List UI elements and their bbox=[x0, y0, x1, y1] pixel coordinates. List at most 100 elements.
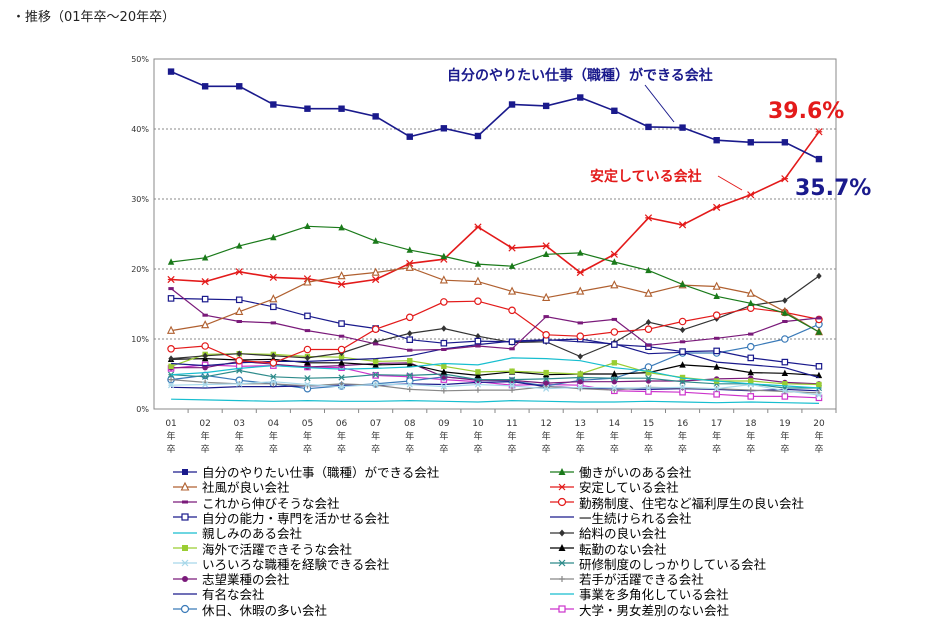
data-point bbox=[202, 381, 209, 388]
data-point bbox=[338, 334, 345, 338]
x-tick-label: 01 年卒 bbox=[165, 419, 176, 455]
data-point bbox=[235, 356, 244, 365]
x-tick-label: 17 年卒 bbox=[711, 419, 722, 455]
data-point bbox=[507, 286, 517, 295]
data-point bbox=[270, 233, 277, 241]
series-line bbox=[170, 288, 820, 351]
data-point bbox=[406, 133, 413, 140]
data-point bbox=[577, 384, 584, 391]
series-line bbox=[171, 381, 820, 396]
data-point bbox=[269, 273, 277, 282]
data-point bbox=[577, 379, 583, 385]
data-point bbox=[372, 342, 379, 346]
legend-marker bbox=[557, 497, 567, 507]
legend-marker bbox=[181, 513, 189, 521]
data-point bbox=[304, 354, 311, 362]
legend-label: 研修制度のしっかりしている会社 bbox=[579, 556, 767, 572]
legend-swatch bbox=[550, 559, 574, 567]
data-point bbox=[713, 336, 720, 340]
data-point bbox=[168, 363, 174, 369]
legend-marker bbox=[558, 559, 566, 567]
data-point bbox=[166, 325, 176, 334]
data-point bbox=[405, 313, 414, 322]
x-tick-label: 07 年卒 bbox=[370, 419, 381, 455]
data-point bbox=[405, 262, 414, 271]
x-tick-label: 13 年卒 bbox=[575, 419, 586, 455]
series-line bbox=[171, 297, 820, 367]
legend-item: いろいろな職種を経験できる会社 bbox=[172, 556, 389, 572]
legend-marker bbox=[182, 545, 188, 551]
data-point bbox=[508, 338, 516, 346]
legend-item: 転勤のない会社 bbox=[549, 541, 667, 557]
series-line bbox=[171, 357, 820, 377]
legend-swatch bbox=[550, 575, 574, 582]
legend-label: 社風が良い会社 bbox=[202, 480, 290, 496]
data-point bbox=[678, 221, 687, 229]
data-point bbox=[167, 295, 175, 302]
annotation-label: 安定している会社 bbox=[590, 168, 702, 185]
data-point bbox=[508, 244, 516, 252]
data-point bbox=[338, 359, 345, 366]
data-point bbox=[576, 268, 584, 277]
data-point bbox=[167, 344, 175, 353]
data-point bbox=[713, 137, 720, 144]
legend-marker bbox=[182, 500, 188, 504]
series-line bbox=[171, 275, 820, 360]
data-point bbox=[577, 371, 583, 377]
legend-swatch bbox=[550, 544, 574, 551]
data-point bbox=[678, 317, 687, 326]
legend-label: 大学・男女差別のない会社 bbox=[579, 602, 730, 618]
page-title: ・推移（01年卒〜20年卒） bbox=[12, 10, 176, 25]
legend-swatch bbox=[173, 532, 197, 534]
series-line bbox=[171, 369, 819, 389]
data-point bbox=[439, 275, 448, 284]
legend-item: 若手が活躍できる会社 bbox=[549, 571, 704, 587]
data-point bbox=[474, 223, 482, 231]
legend-marker bbox=[558, 483, 566, 491]
series-line bbox=[171, 266, 820, 333]
data-point bbox=[508, 262, 516, 269]
data-point bbox=[338, 374, 345, 381]
data-point bbox=[543, 369, 549, 376]
legend-swatch bbox=[173, 513, 197, 521]
data-point bbox=[508, 382, 516, 390]
legend-item: 働きがいのある会社 bbox=[549, 464, 692, 480]
legend-swatch bbox=[173, 605, 197, 614]
legend-item: 給料の良い会社 bbox=[549, 525, 667, 541]
legend-item: これから伸びそうな会社 bbox=[172, 495, 340, 511]
data-point bbox=[543, 385, 550, 392]
data-point bbox=[509, 368, 515, 374]
data-point bbox=[167, 275, 175, 284]
data-point bbox=[611, 360, 618, 366]
data-point bbox=[372, 113, 379, 120]
series-line bbox=[171, 131, 820, 286]
legend-label: 安定している会社 bbox=[579, 480, 679, 496]
data-point bbox=[645, 319, 652, 326]
series-5 bbox=[168, 287, 822, 352]
data-point bbox=[713, 363, 720, 370]
data-point bbox=[236, 350, 242, 357]
data-point bbox=[782, 381, 788, 387]
data-point bbox=[747, 393, 755, 400]
data-point bbox=[201, 320, 210, 329]
data-point bbox=[202, 365, 208, 371]
data-point bbox=[577, 321, 583, 325]
data-point bbox=[611, 384, 618, 392]
legend-marker bbox=[559, 529, 565, 537]
data-point bbox=[236, 83, 243, 90]
data-point bbox=[201, 254, 209, 261]
data-point bbox=[270, 378, 277, 385]
series-7 bbox=[167, 295, 823, 370]
legend-swatch bbox=[173, 559, 197, 567]
data-point bbox=[611, 370, 618, 377]
data-point bbox=[475, 369, 481, 375]
data-point bbox=[270, 303, 277, 311]
legend-item: 自分の能力・専門を活かせる会社 bbox=[172, 510, 390, 526]
legend-label: 事業を多角化している会社 bbox=[579, 587, 729, 603]
legend-item: 一生続けられる会社 bbox=[549, 510, 692, 526]
data-point bbox=[168, 376, 174, 383]
data-point bbox=[304, 312, 311, 320]
legend-label: 働きがいのある会社 bbox=[579, 465, 692, 480]
data-point bbox=[270, 101, 277, 108]
data-point bbox=[611, 107, 618, 114]
